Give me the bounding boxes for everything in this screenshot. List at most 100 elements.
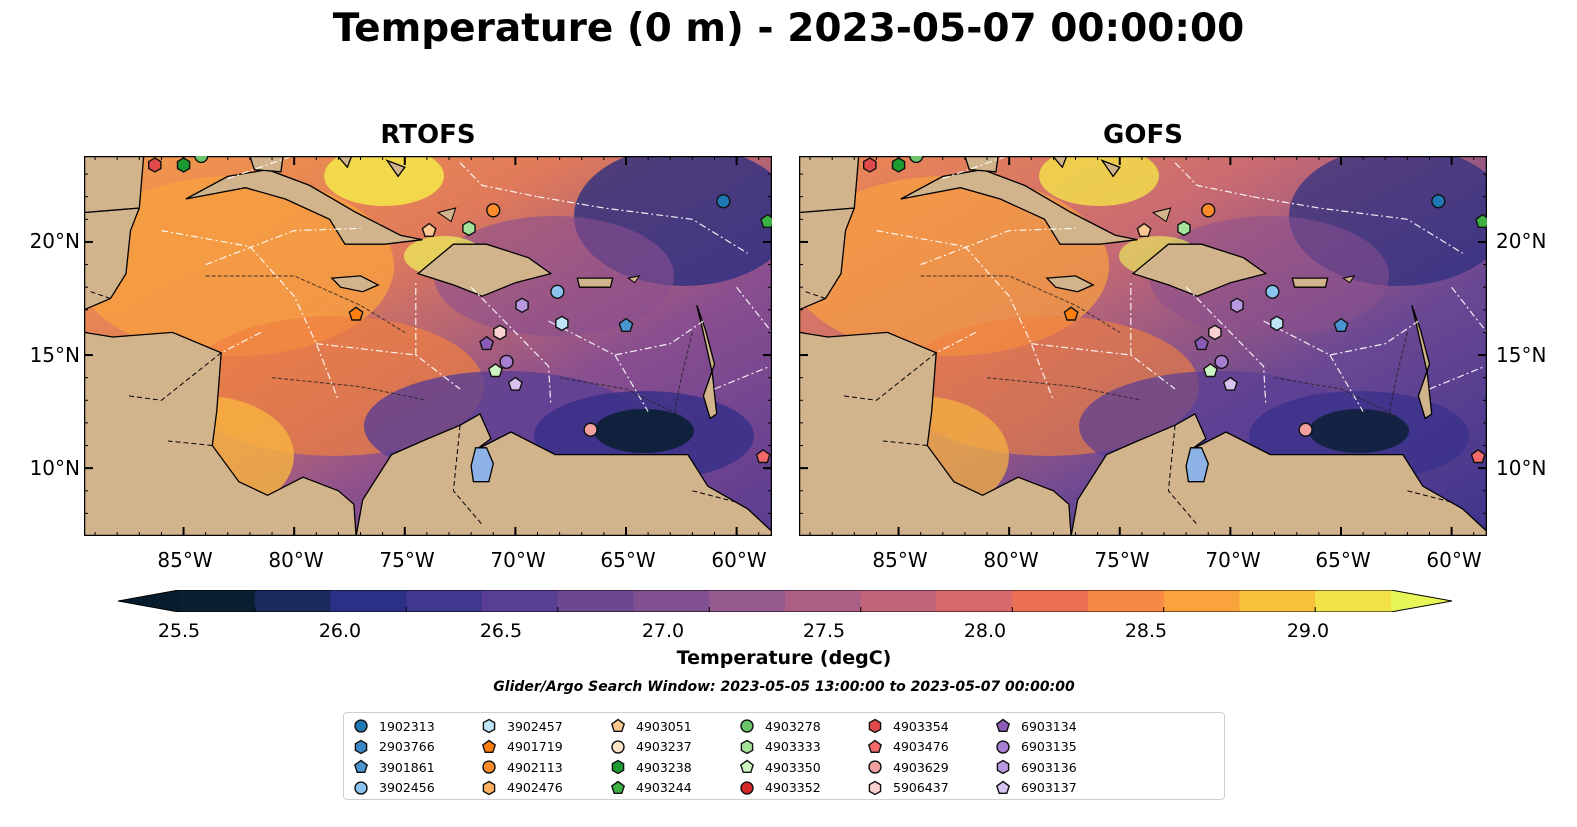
legend-marker [995,718,1011,732]
map-frame [84,156,772,536]
float-marker-1902313 [716,194,731,209]
bathymetry-contour [1389,332,1408,412]
legend-marker [610,780,626,794]
legend-marker-pentagon-icon [739,759,755,773]
legend-marker-circle-icon [611,739,625,754]
legend-item: 4902113 [480,757,563,777]
legend-marker-pentagon-icon [610,718,626,732]
legend-item: 1902313 [352,716,435,736]
bathymetry-contour [271,377,428,401]
search-window-caption: Glider/Argo Search Window: 2023-05-05 13… [493,679,1075,695]
panel-title-gofs: GOFS [1103,120,1183,150]
lake-maracaibo [1185,447,1209,483]
colorbar [118,590,1452,612]
legend-item: 6903137 [994,778,1077,798]
country-border [452,425,483,526]
eez-boundary [537,196,749,254]
panel-title-rtofs: RTOFS [380,120,476,150]
float-marker-4903476 [1470,448,1486,464]
legend-label: 3901861 [379,759,435,775]
float-marker-4903629 [1298,422,1313,437]
eez-boundary [459,162,538,198]
legend-label: 4903352 [765,780,821,795]
float-marker-4903244 [760,213,772,228]
legend-item: 4903244 [609,778,692,798]
legend-marker-circle-icon [354,780,368,795]
lon-tick-label-rtofs: 60°W [711,548,767,572]
figure-title: Temperature (0 m) - 2023-05-07 00:00:00 [332,6,1245,51]
float-marker-3901861 [1333,317,1349,332]
colorbar-tick-label: 26.5 [479,620,523,642]
eez-boundary [1451,286,1487,333]
land-central [84,207,141,311]
bathymetry-contour [986,377,1143,401]
colorbar-segment [709,590,786,612]
colorbar-segment [936,590,1013,612]
land-bahamas2 [1100,159,1121,178]
eez-boundary [920,227,1076,266]
colorbar-tick-label: 25.5 [157,620,201,642]
legend-label: 4903278 [765,718,821,734]
legend-marker [611,759,625,775]
legend-marker [868,718,882,734]
legend-marker-circle-icon [740,780,754,795]
land-island [1151,207,1172,223]
eez-boundary [205,227,361,266]
legend-item: 4903629 [866,757,949,777]
bathymetry-contour [920,275,1121,333]
float-marker-4903238 [891,157,906,173]
colorbar-tick-label: 27.0 [641,620,685,642]
float-marker-4903354 [148,157,162,173]
float-marker-3902456 [550,284,565,299]
land-hispaniola [416,243,553,297]
legend-item: 4903278 [738,716,821,736]
legend-marker [739,759,755,773]
legend-marker [740,719,754,733]
legend-item: 4903476 [866,737,949,757]
legend-marker [610,718,626,732]
eez-boundary [470,286,552,405]
legend-label: 4903629 [893,759,949,775]
eez-boundary [1174,162,1253,198]
float-marker-5906437 [493,324,507,341]
colorbar-segment [179,590,256,612]
colorbar-tick-label: 28.0 [963,620,1007,642]
land-southAm [1070,412,1487,536]
legend-marker [740,780,754,795]
colorbar-extend-max [1391,590,1452,612]
legend-label: 4903333 [765,739,821,754]
legend-label: 4902113 [507,759,563,775]
legend-label: 4902476 [507,780,563,795]
sst-patch [1039,156,1159,206]
float-marker-4903051 [1136,222,1152,237]
land-yucatan [799,156,860,214]
legend-item: 4903237 [609,737,692,757]
float-marker-3902457 [1270,315,1284,332]
land-bahamas2 [385,159,406,178]
lat-tick-label-left: 10°N [29,456,80,480]
colorbar-extend-min [118,590,179,612]
float-marker-4903476 [755,448,771,464]
legend-marker-circle-icon [996,739,1010,754]
colorbar-segment [254,590,331,612]
legend-item: 2903766 [352,737,435,757]
float-marker-6903135 [499,354,514,369]
colorbar-segment [557,590,634,612]
float-marker-4903278 [909,156,924,164]
map-rtofs [84,156,772,536]
float-marker-1902313 [1431,194,1446,209]
colorbar-segment [1315,590,1392,612]
float-marker-4903333 [1177,220,1191,237]
sst-patch [594,409,694,453]
legend-marker [996,739,1010,754]
legend-marker [740,739,754,754]
legend-label: 4903350 [765,759,821,775]
legend-label: 4903244 [636,780,692,795]
legend-item: 6903135 [994,737,1077,757]
legend-marker-hexagon-icon [482,780,496,795]
legend-label: 5906437 [893,780,949,795]
lon-tick-label-rtofs: 80°W [268,548,324,572]
float-marker-6903137 [1222,376,1238,391]
eez-boundary [1185,286,1267,405]
colorbar-segment [860,590,937,612]
